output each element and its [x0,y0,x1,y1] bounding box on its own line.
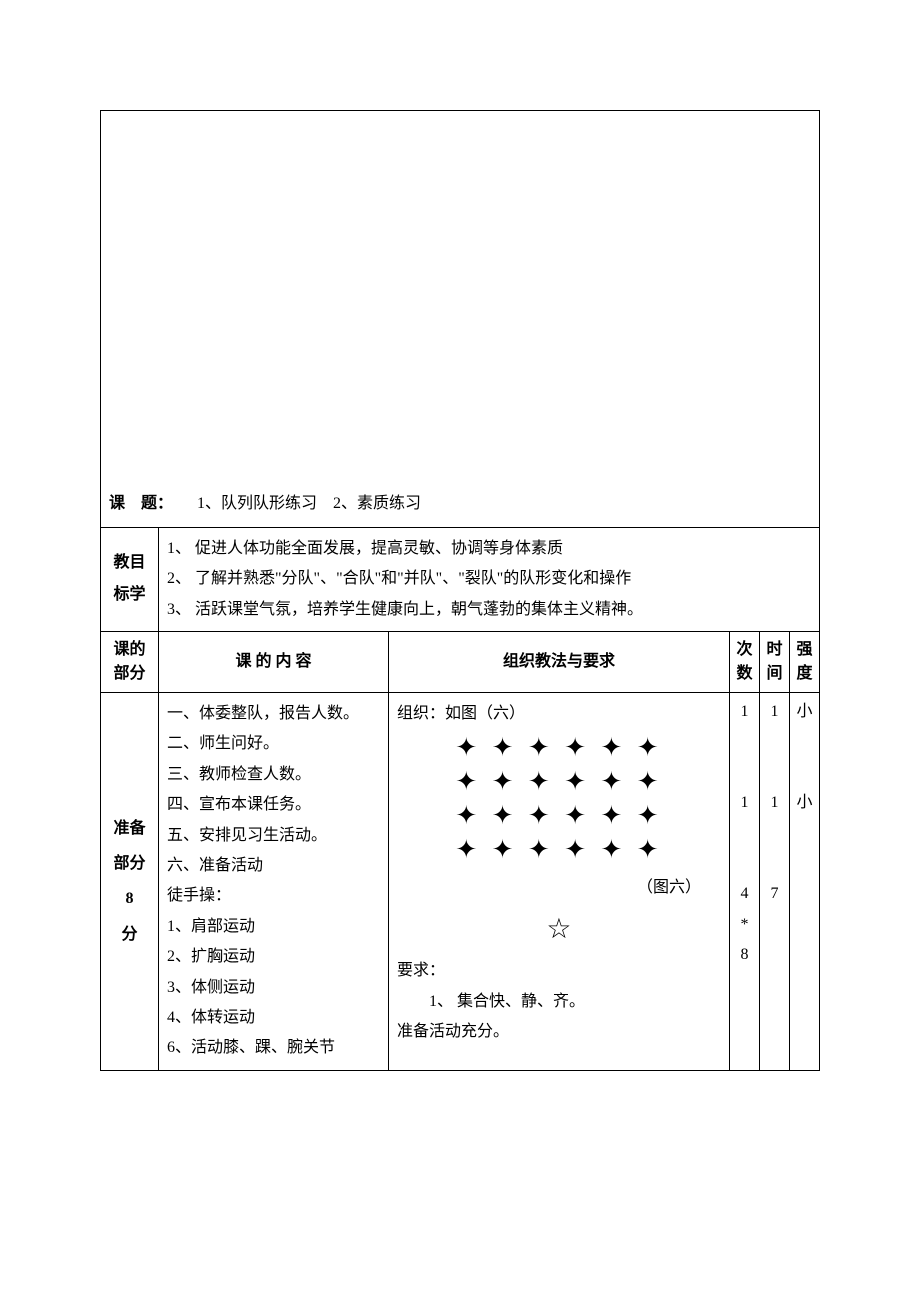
prep-c12: 6、活动膝、踝、腕关节 [167,1033,380,1063]
prep-c1: 一、体委整队，报告人数。 [167,699,380,729]
prep-label-4: 分 [109,917,150,952]
req-head: 要求： [397,956,721,986]
title-label: 课 题： [109,495,165,512]
title-content: 1、队列队形练习 2、素质练习 [165,495,421,512]
empty-header-area [101,111,820,481]
count-r3c: 8 [732,940,757,970]
prep-c6: 六、准备活动 [167,851,380,881]
prep-label-2: 部分 [109,846,150,881]
prep-c9: 2、扩胸运动 [167,942,380,972]
count-r3b: * [732,910,757,940]
goal-3: 3、 活跃课堂气氛，培养学生健康向上，朝气蓬勃的集体主义精神。 [167,595,811,625]
lesson-plan-table: 课 题： 1、队列队形练习 2、素质练习 教目 标学 1、 促进人体功能全面发展… [100,110,820,1071]
prep-c7: 徒手操： [167,881,380,911]
teacher-star: ☆ [397,903,721,956]
prep-c2: 二、师生问好。 [167,729,380,759]
prep-c11: 4、体转运动 [167,1003,380,1033]
prep-c10: 3、体侧运动 [167,973,380,1003]
prep-label-3: 8 [109,881,150,916]
goals-side-label-2: 标学 [109,579,150,611]
star-row-2: ✦ ✦ ✦ ✦ ✦ ✦ [397,765,721,799]
prep-section-label: 准备 部分 8 分 [101,693,159,1071]
goals-content: 1、 促进人体功能全面发展，提高灵敏、协调等身体素质 2、 了解并熟悉"分队"、… [159,527,820,631]
goal-1: 1、 促进人体功能全面发展，提高灵敏、协调等身体素质 [167,534,811,564]
prep-content: 一、体委整队，报告人数。 二、师生问好。 三、教师检查人数。 四、宣布本课任务。… [159,693,389,1071]
figure-label: （图六） [397,873,721,903]
star-row-4: ✦ ✦ ✦ ✦ ✦ ✦ [397,833,721,867]
star-row-1: ✦ ✦ ✦ ✦ ✦ ✦ [397,731,721,765]
count-r3a: 4 [732,879,757,909]
header-intensity: 强度 [789,632,819,693]
prep-c3: 三、教师检查人数。 [167,760,380,790]
prep-counts: 1 1 4 * 8 [729,693,759,1071]
org-head: 组织：如图（六） [397,699,721,729]
time-r2: 1 [762,788,787,818]
req-2: 准备活动充分。 [397,1017,721,1047]
time-r3: 7 [762,879,787,909]
prep-org: 组织：如图（六） ✦ ✦ ✦ ✦ ✦ ✦ ✦ ✦ ✦ ✦ ✦ ✦ ✦ ✦ ✦ ✦… [389,693,730,1071]
goal-2: 2、 了解并熟悉"分队"、"合队"和"并队"、"裂队"的队形变化和操作 [167,564,811,594]
prep-c4: 四、宣布本课任务。 [167,790,380,820]
header-time: 时间 [759,632,789,693]
header-part: 课的部分 [101,632,159,693]
prep-label-1: 准备 [109,811,150,846]
header-content: 课 的 内 容 [159,632,389,693]
prep-c8: 1、肩部运动 [167,912,380,942]
prep-intensity: 小 小 [789,693,819,1071]
goals-side-label-1: 教目 [109,547,150,579]
count-r2: 1 [732,788,757,818]
intens-r1: 小 [792,697,817,727]
star-row-3: ✦ ✦ ✦ ✦ ✦ ✦ [397,799,721,833]
time-r1: 1 [762,697,787,727]
prep-times: 1 1 7 [759,693,789,1071]
course-title-row: 课 题： 1、队列队形练习 2、素质练习 [101,481,820,528]
prep-c5: 五、安排见习生活动。 [167,821,380,851]
header-count: 次数 [729,632,759,693]
formation-diagram: ✦ ✦ ✦ ✦ ✦ ✦ ✦ ✦ ✦ ✦ ✦ ✦ ✦ ✦ ✦ ✦ ✦ ✦ ✦ ✦ … [397,729,721,872]
goals-side-label: 教目 标学 [101,527,159,631]
count-r1: 1 [732,697,757,727]
req-1: 1、 集合快、静、齐。 [397,987,721,1017]
intens-r2: 小 [792,788,817,818]
header-org: 组织教法与要求 [389,632,730,693]
